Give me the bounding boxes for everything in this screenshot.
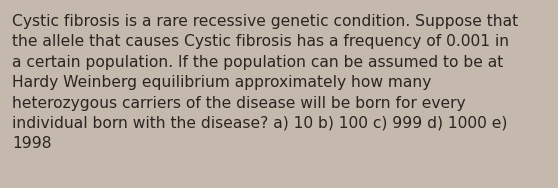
Text: Cystic fibrosis is a rare recessive genetic condition. Suppose that
the allele t: Cystic fibrosis is a rare recessive gene…: [12, 14, 518, 151]
